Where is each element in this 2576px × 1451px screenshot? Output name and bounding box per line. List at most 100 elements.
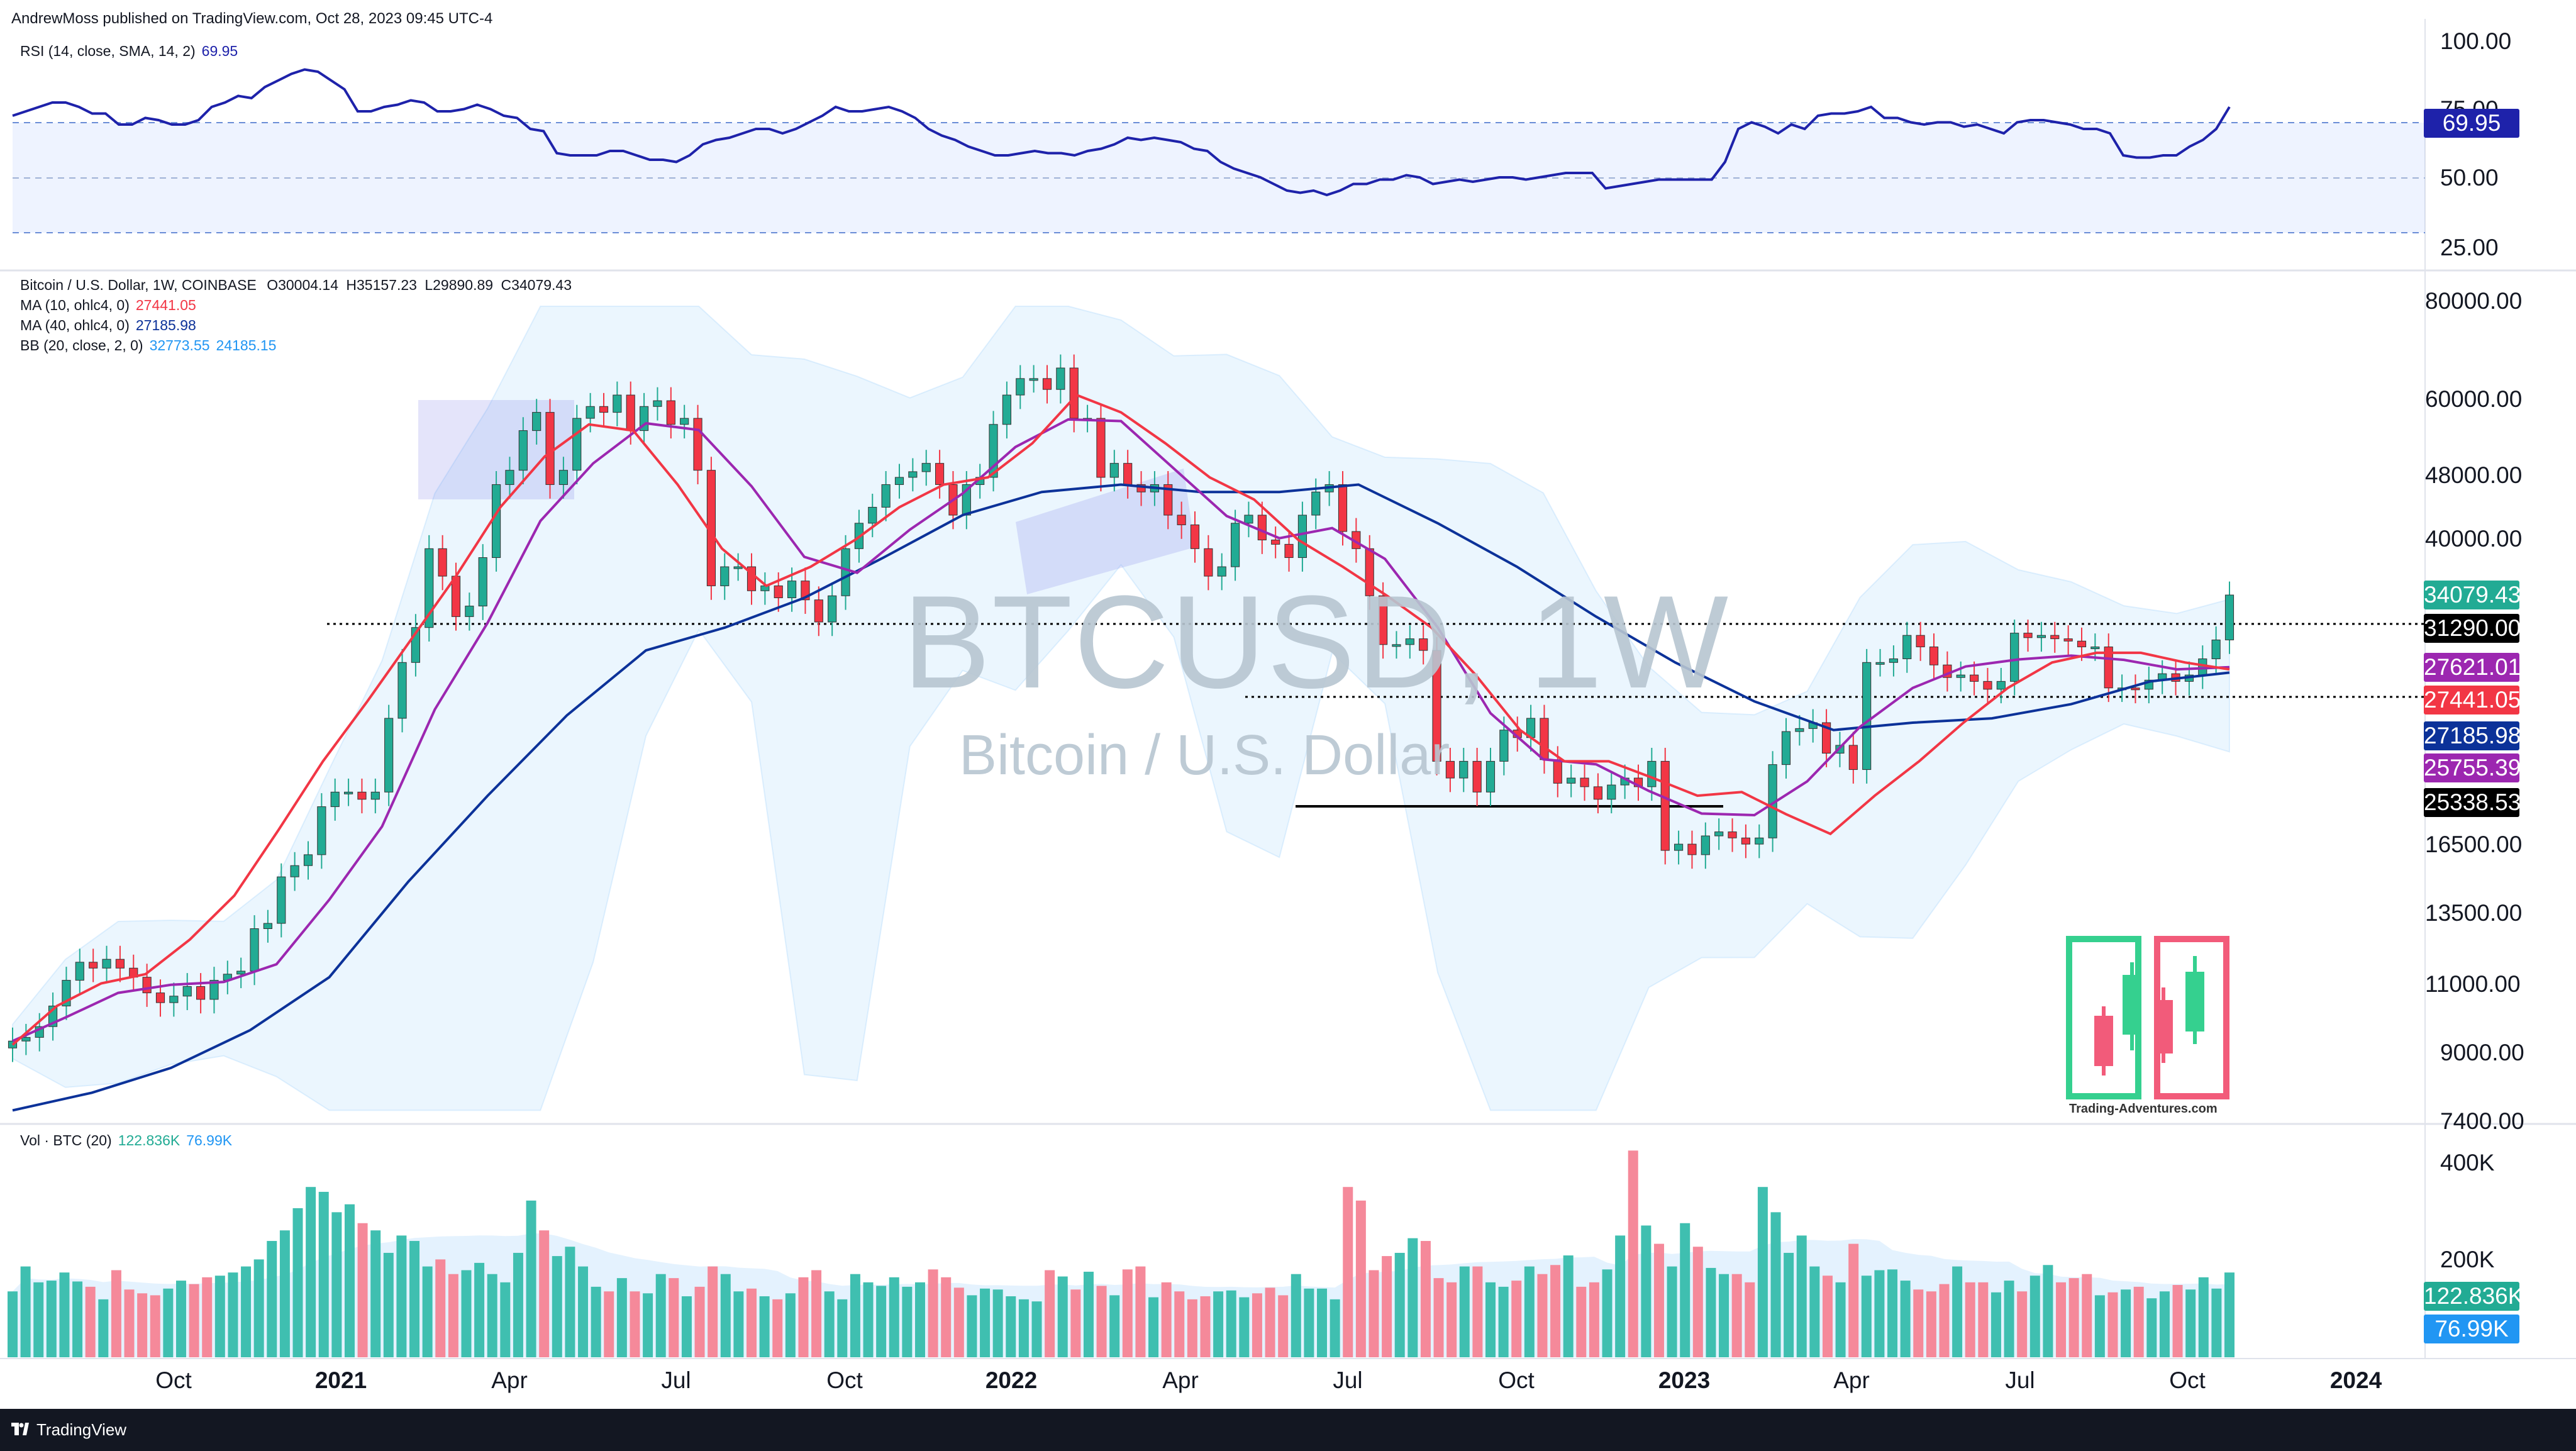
volume-bar: [1589, 1282, 1599, 1357]
volume-bar: [1239, 1297, 1250, 1357]
price-axis-48000: 48000.00: [2425, 462, 2523, 488]
footer-brand[interactable]: TradingView: [36, 1420, 127, 1439]
candle-body: [1379, 595, 1388, 645]
volume-bar: [1278, 1295, 1289, 1357]
candle-body: [1848, 745, 1858, 770]
volume-bar: [798, 1277, 809, 1357]
volume-bar: [461, 1270, 472, 1357]
ohlc-high: H35157.23: [346, 277, 417, 293]
volume-bar: [837, 1299, 848, 1357]
candle-body: [774, 585, 783, 598]
volume-bar: [902, 1286, 913, 1357]
bb-basis-line: [12, 418, 2230, 1043]
volume-bar: [1420, 1241, 1431, 1357]
volume-bar: [1615, 1235, 1626, 1357]
volume-bar: [111, 1270, 121, 1357]
volume-bar: [1913, 1289, 1924, 1357]
volume-bar: [604, 1291, 614, 1357]
volume-bar: [1524, 1266, 1535, 1357]
candle-body: [397, 662, 407, 719]
candle-body: [1109, 463, 1119, 478]
volume-bar: [759, 1296, 770, 1357]
volume-bar: [1874, 1270, 1885, 1357]
volume-bar: [591, 1286, 601, 1357]
candle-body: [1687, 843, 1697, 855]
volume-bar: [20, 1266, 31, 1357]
volume-bar: [655, 1274, 666, 1357]
ma10-legend-label: MA (10, ohlc4, 0): [20, 297, 130, 313]
time-label-apr-2021: Apr: [491, 1367, 528, 1393]
candle-body: [1983, 681, 1992, 690]
volume-bar: [409, 1241, 420, 1357]
volume-bar: [1848, 1243, 1859, 1357]
ma40-legend[interactable]: MA (40, ohlc4, 0) 27185.98: [20, 317, 196, 334]
volume-bar: [1952, 1266, 1963, 1357]
candle-body: [2131, 687, 2140, 691]
volume-bar: [1330, 1299, 1340, 1357]
price-axis-9000: 9000.00: [2440, 1040, 2524, 1065]
ma10-line: [11, 393, 2230, 1046]
volume-bar: [383, 1252, 394, 1357]
price-axis-7400: 7400.00: [2440, 1108, 2524, 1134]
candle-body: [1271, 540, 1280, 545]
volume-bar: [292, 1208, 303, 1357]
candle-body: [155, 992, 165, 1003]
candle-body: [518, 430, 528, 471]
candle-body: [2090, 647, 2100, 650]
candle-body: [1163, 484, 1173, 516]
trading-adventures-logo: [2066, 936, 2229, 1099]
volume-bar: [2107, 1292, 2118, 1357]
candle-body: [317, 806, 326, 855]
bb-legend-value-1: 32773.55: [149, 337, 210, 353]
volume-bar: [72, 1281, 83, 1357]
candle-body: [1647, 760, 1657, 787]
volume-bar: [2121, 1289, 2131, 1357]
time-label-oct-2020: Oct: [155, 1367, 192, 1393]
price-axis-60000: 60000.00: [2425, 386, 2523, 412]
volume-bar: [2017, 1291, 2028, 1357]
candle-body: [182, 986, 192, 997]
candle-body: [2023, 633, 2033, 638]
volume-bar: [1057, 1276, 1068, 1357]
volume-legend[interactable]: Vol · BTC (20) 122.836K 76.99K: [20, 1132, 232, 1149]
volume-bar: [1459, 1266, 1470, 1357]
volume-bar: [1018, 1299, 1029, 1357]
volume-legend-value-2: 76.99K: [186, 1132, 233, 1148]
candle-body: [1419, 638, 1428, 651]
candle-body: [935, 463, 945, 485]
ma10-legend[interactable]: MA (10, ohlc4, 0) 27441.05: [20, 297, 196, 314]
candle-body: [277, 876, 286, 924]
volume-bar: [2029, 1276, 2040, 1357]
candle-body: [613, 394, 622, 413]
volume-bar: [811, 1270, 822, 1357]
volume-bar: [824, 1291, 835, 1357]
volume-legend-label: Vol · BTC (20): [20, 1132, 112, 1148]
volume-bar: [1252, 1293, 1262, 1357]
candle-body: [720, 566, 730, 586]
candle-body: [21, 1037, 31, 1042]
volume-bar: [189, 1284, 199, 1357]
volume-bar: [422, 1266, 433, 1357]
volume-bar: [1446, 1282, 1457, 1357]
bb-legend[interactable]: BB (20, close, 2, 0) 32773.55 24185.15: [20, 337, 276, 354]
candle-body: [1284, 543, 1294, 559]
rsi-legend[interactable]: RSI (14, close, SMA, 14, 2) 69.95: [20, 43, 238, 60]
candle-body: [1741, 837, 1750, 845]
candle-body: [881, 484, 891, 508]
symbol-legend[interactable]: Bitcoin / U.S. Dollar, 1W, COINBASE O300…: [20, 277, 572, 294]
volume-bar: [720, 1274, 731, 1357]
volume-bar: [1628, 1150, 1638, 1357]
volume-bar: [1407, 1238, 1418, 1357]
candle-body: [814, 599, 823, 623]
volume-bar: [344, 1204, 355, 1357]
volume-bar: [1187, 1299, 1197, 1357]
candle-body: [75, 962, 84, 981]
volume-bar: [33, 1282, 44, 1357]
candle-body: [841, 548, 850, 596]
volume-bar: [630, 1291, 640, 1357]
symbol-title: Bitcoin / U.S. Dollar, 1W, COINBASE: [20, 277, 257, 293]
volume-bar: [565, 1247, 575, 1357]
candle-body: [1204, 548, 1213, 577]
price-axis-80000: 80000.00: [2425, 288, 2523, 314]
